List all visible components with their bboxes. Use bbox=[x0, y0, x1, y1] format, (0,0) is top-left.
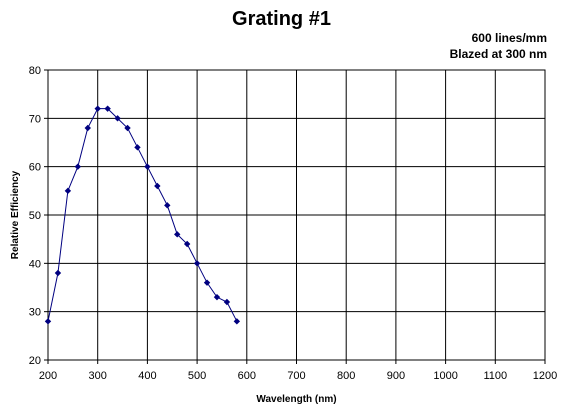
y-tick-label: 70 bbox=[29, 113, 41, 125]
y-axis-label: Relative Efficiency bbox=[10, 170, 21, 259]
data-point-marker bbox=[144, 163, 151, 170]
chart-subtitle: 600 lines/mm Blazed at 300 nm bbox=[450, 30, 547, 62]
data-point-marker bbox=[233, 318, 241, 325]
y-tick-label: 50 bbox=[29, 210, 41, 222]
y-axis-ticks: 20 30 40 50 60 70 80 bbox=[29, 65, 48, 367]
x-tick-label: 900 bbox=[387, 370, 405, 382]
x-tick-label: 400 bbox=[138, 370, 156, 382]
x-tick-label: 1000 bbox=[433, 370, 457, 382]
x-tick-label: 500 bbox=[188, 370, 206, 382]
data-point-marker bbox=[154, 182, 161, 190]
subtitle-line-2: Blazed at 300 nm bbox=[449, 47, 547, 61]
x-tick-label: 300 bbox=[89, 370, 107, 382]
data-point-marker bbox=[84, 124, 91, 132]
x-tick-label: 800 bbox=[337, 370, 355, 382]
data-point-marker bbox=[213, 293, 221, 301]
data-point-marker bbox=[203, 279, 211, 286]
data-point-marker bbox=[44, 318, 52, 325]
data-point-marker bbox=[174, 231, 181, 238]
data-point-marker bbox=[74, 163, 82, 170]
y-tick-label: 40 bbox=[29, 258, 41, 270]
data-point-marker bbox=[183, 240, 191, 248]
x-axis-ticks: 200 300 400 500 600 700 800 900 1000 1100 1200 bbox=[39, 360, 557, 382]
data-point-marker bbox=[114, 115, 121, 122]
data-points bbox=[44, 105, 241, 325]
x-tick-label: 600 bbox=[238, 370, 256, 382]
data-point-marker bbox=[164, 202, 171, 209]
series-line bbox=[47, 108, 238, 322]
chart-title: Grating #1 bbox=[232, 8, 331, 30]
data-point-marker bbox=[54, 269, 62, 277]
gridlines bbox=[47, 69, 546, 361]
x-tick-label: 200 bbox=[39, 370, 57, 382]
x-tick-label: 1200 bbox=[533, 370, 557, 382]
subtitle-line-1: 600 lines/mm bbox=[471, 31, 547, 45]
y-tick-label: 60 bbox=[29, 162, 41, 174]
data-point-marker bbox=[193, 260, 201, 267]
data-point-marker bbox=[94, 105, 101, 112]
x-tick-label: 1100 bbox=[483, 370, 507, 382]
y-tick-label: 30 bbox=[29, 307, 41, 319]
data-point-marker bbox=[104, 105, 111, 112]
x-tick-label: 700 bbox=[287, 370, 305, 382]
data-point-marker bbox=[64, 187, 72, 195]
data-point-marker bbox=[223, 298, 231, 306]
x-axis-label: Wavelength (nm) bbox=[256, 394, 336, 405]
y-tick-label: 80 bbox=[29, 65, 41, 77]
data-point-marker bbox=[134, 144, 141, 151]
y-tick-label: 20 bbox=[29, 355, 41, 367]
data-point-marker bbox=[124, 124, 131, 132]
